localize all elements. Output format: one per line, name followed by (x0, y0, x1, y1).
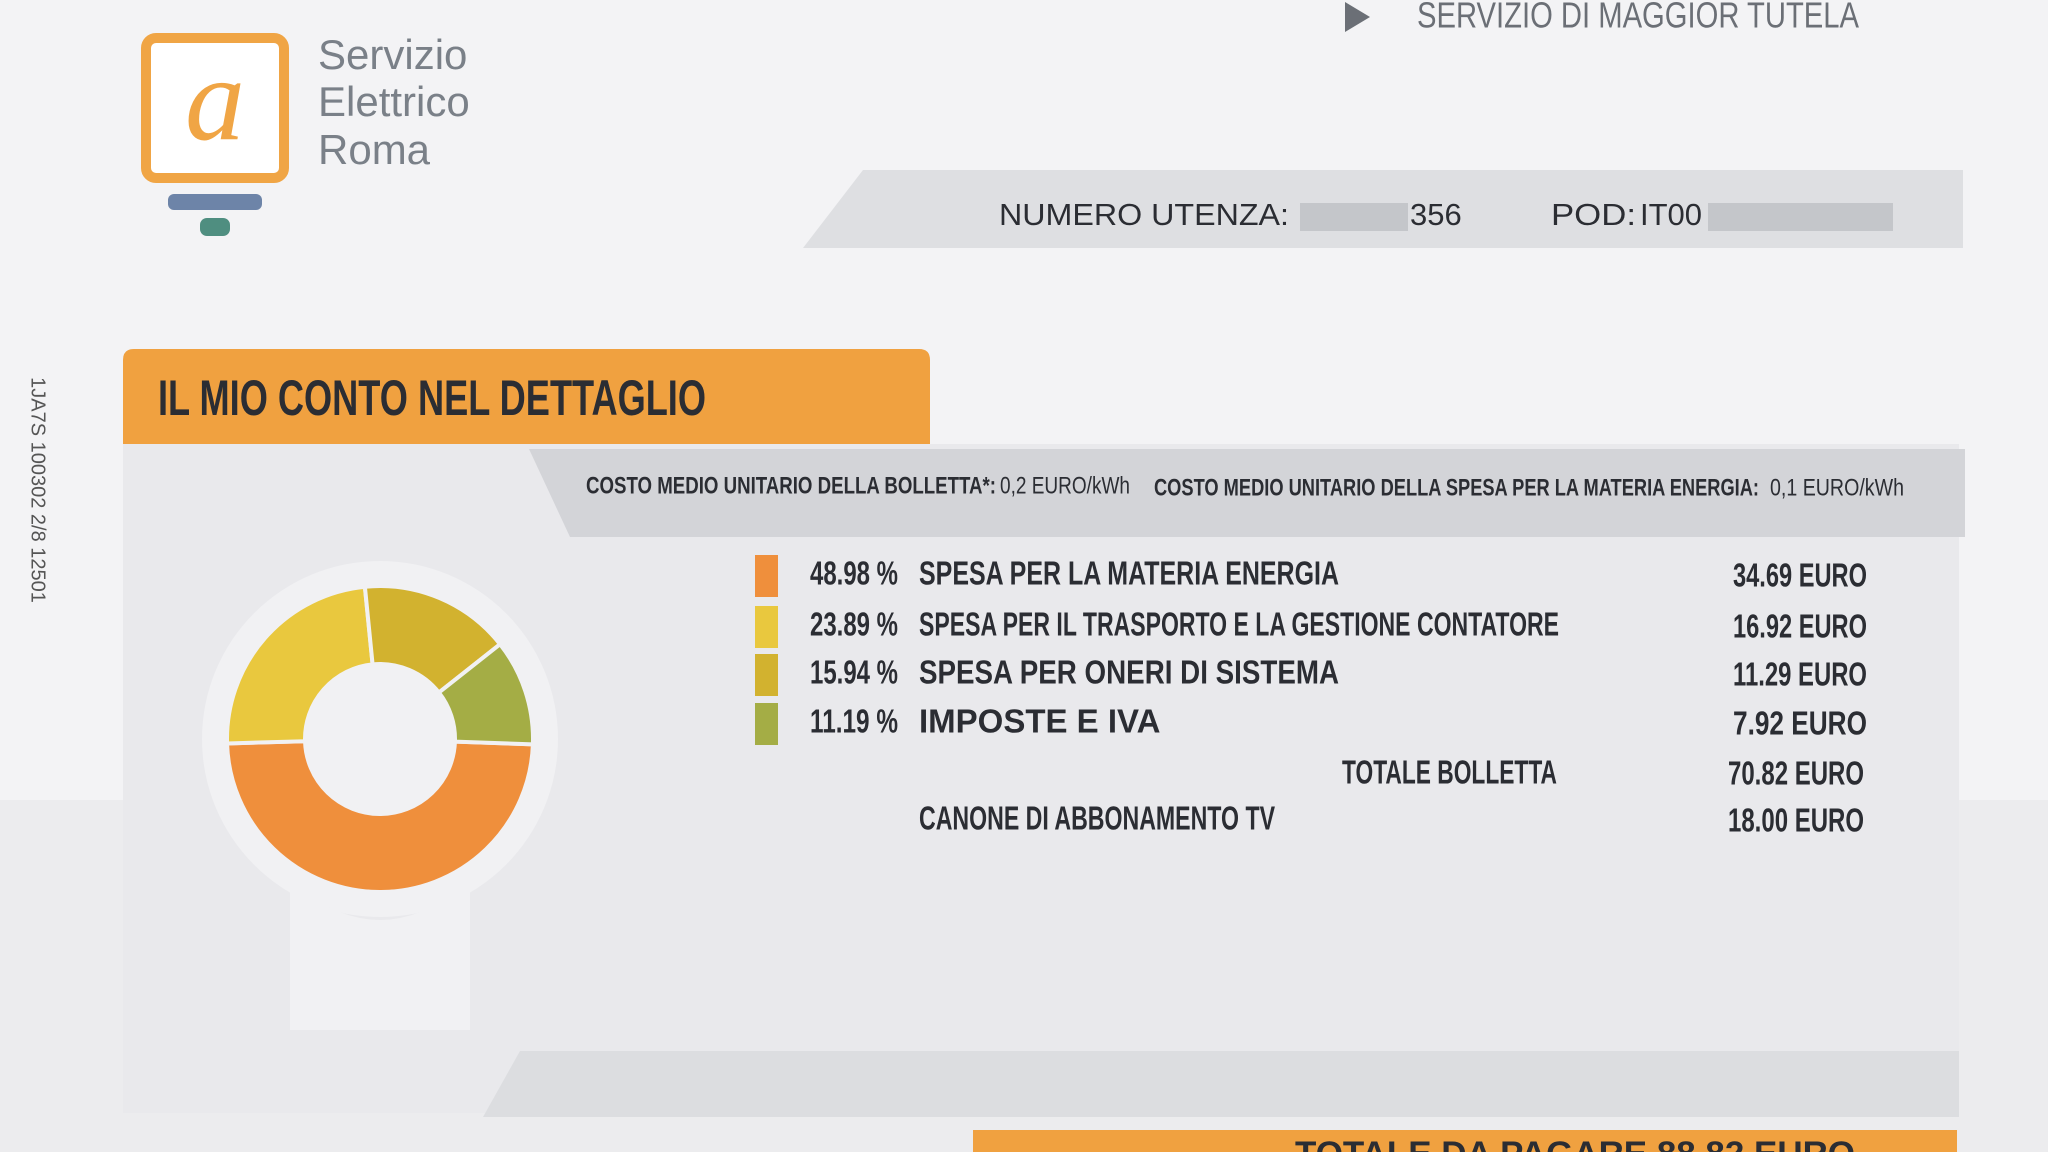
brand-line: Roma (318, 126, 431, 173)
bulb-neck (290, 880, 470, 1030)
legend-swatch (755, 654, 778, 696)
logo-bulb-base (168, 194, 262, 210)
cost-value: 0,1 EURO/kWh (1770, 474, 1904, 501)
legend-swatch (755, 606, 778, 648)
percent-label: 23.89 % (810, 606, 898, 643)
percent-label: 15.94 % (810, 654, 898, 691)
donut-slice (225, 584, 375, 746)
section-header (123, 349, 930, 444)
logo-letter: a (185, 33, 245, 166)
category-label: IMPOSTE E IVA (919, 703, 1160, 740)
cost-band (529, 449, 1965, 537)
donut-slice (436, 641, 535, 747)
brand-line: Servizio (318, 31, 467, 78)
logo-bulb-tip (200, 218, 230, 236)
blur-redaction (1708, 203, 1893, 231)
brand-line: Elettrico (318, 78, 470, 125)
cost-label: COSTO MEDIO UNITARIO DELLA BOLLETTA*: (586, 472, 996, 499)
logo-box (141, 33, 289, 183)
total-amount: 18.00 EURO (1728, 802, 1864, 839)
bottom-band (483, 1051, 1959, 1117)
category-label: SPESA PER IL TRASPORTO E LA GESTIONE CON… (919, 606, 1559, 643)
side-code: 1JA7S 100302 2/8 12501 (27, 377, 49, 603)
cost-label: COSTO MEDIO UNITARIO DELLA SPESA PER LA … (1154, 474, 1759, 501)
category-label: SPESA PER LA MATERIA ENERGIA (919, 555, 1339, 592)
section-title: IL MIO CONTO NEL DETTAGLIO (158, 370, 706, 426)
total-amount: 70.82 EURO (1728, 755, 1864, 792)
service-label: SERVIZIO DI MAGGIOR TUTELA (1417, 0, 1859, 36)
cost-value: 0,2 EURO/kWh (1000, 472, 1130, 499)
pod-label: POD: (1551, 197, 1636, 232)
amount: 34.69 EURO (1733, 557, 1867, 594)
legend-swatch (755, 703, 778, 745)
donut-chart (225, 584, 535, 895)
blur-redaction (1300, 203, 1408, 231)
footer-bar (973, 1130, 1957, 1152)
amount: 7.92 EURO (1733, 705, 1867, 742)
footer-total: TOTALE DA PAGARE 88,82 EURO (1295, 1135, 1855, 1152)
utenza-value: 356 (1410, 197, 1462, 232)
utenza-label: NUMERO UTENZA: (999, 197, 1289, 232)
category-label: SPESA PER ONERI DI SISTEMA (919, 654, 1339, 691)
percent-label: 11.19 % (810, 703, 898, 740)
total-label: TOTALE BOLLETTA (1342, 754, 1557, 791)
amount: 11.29 EURO (1733, 656, 1867, 693)
total-label: CANONE DI ABBONAMENTO TV (919, 800, 1275, 837)
percent-label: 48.98 % (810, 555, 898, 592)
pod-value: IT00 (1640, 197, 1702, 232)
amount: 16.92 EURO (1733, 608, 1867, 645)
donut-slice (225, 739, 535, 895)
legend-swatch (755, 555, 778, 597)
service-arrow (1345, 2, 1370, 32)
